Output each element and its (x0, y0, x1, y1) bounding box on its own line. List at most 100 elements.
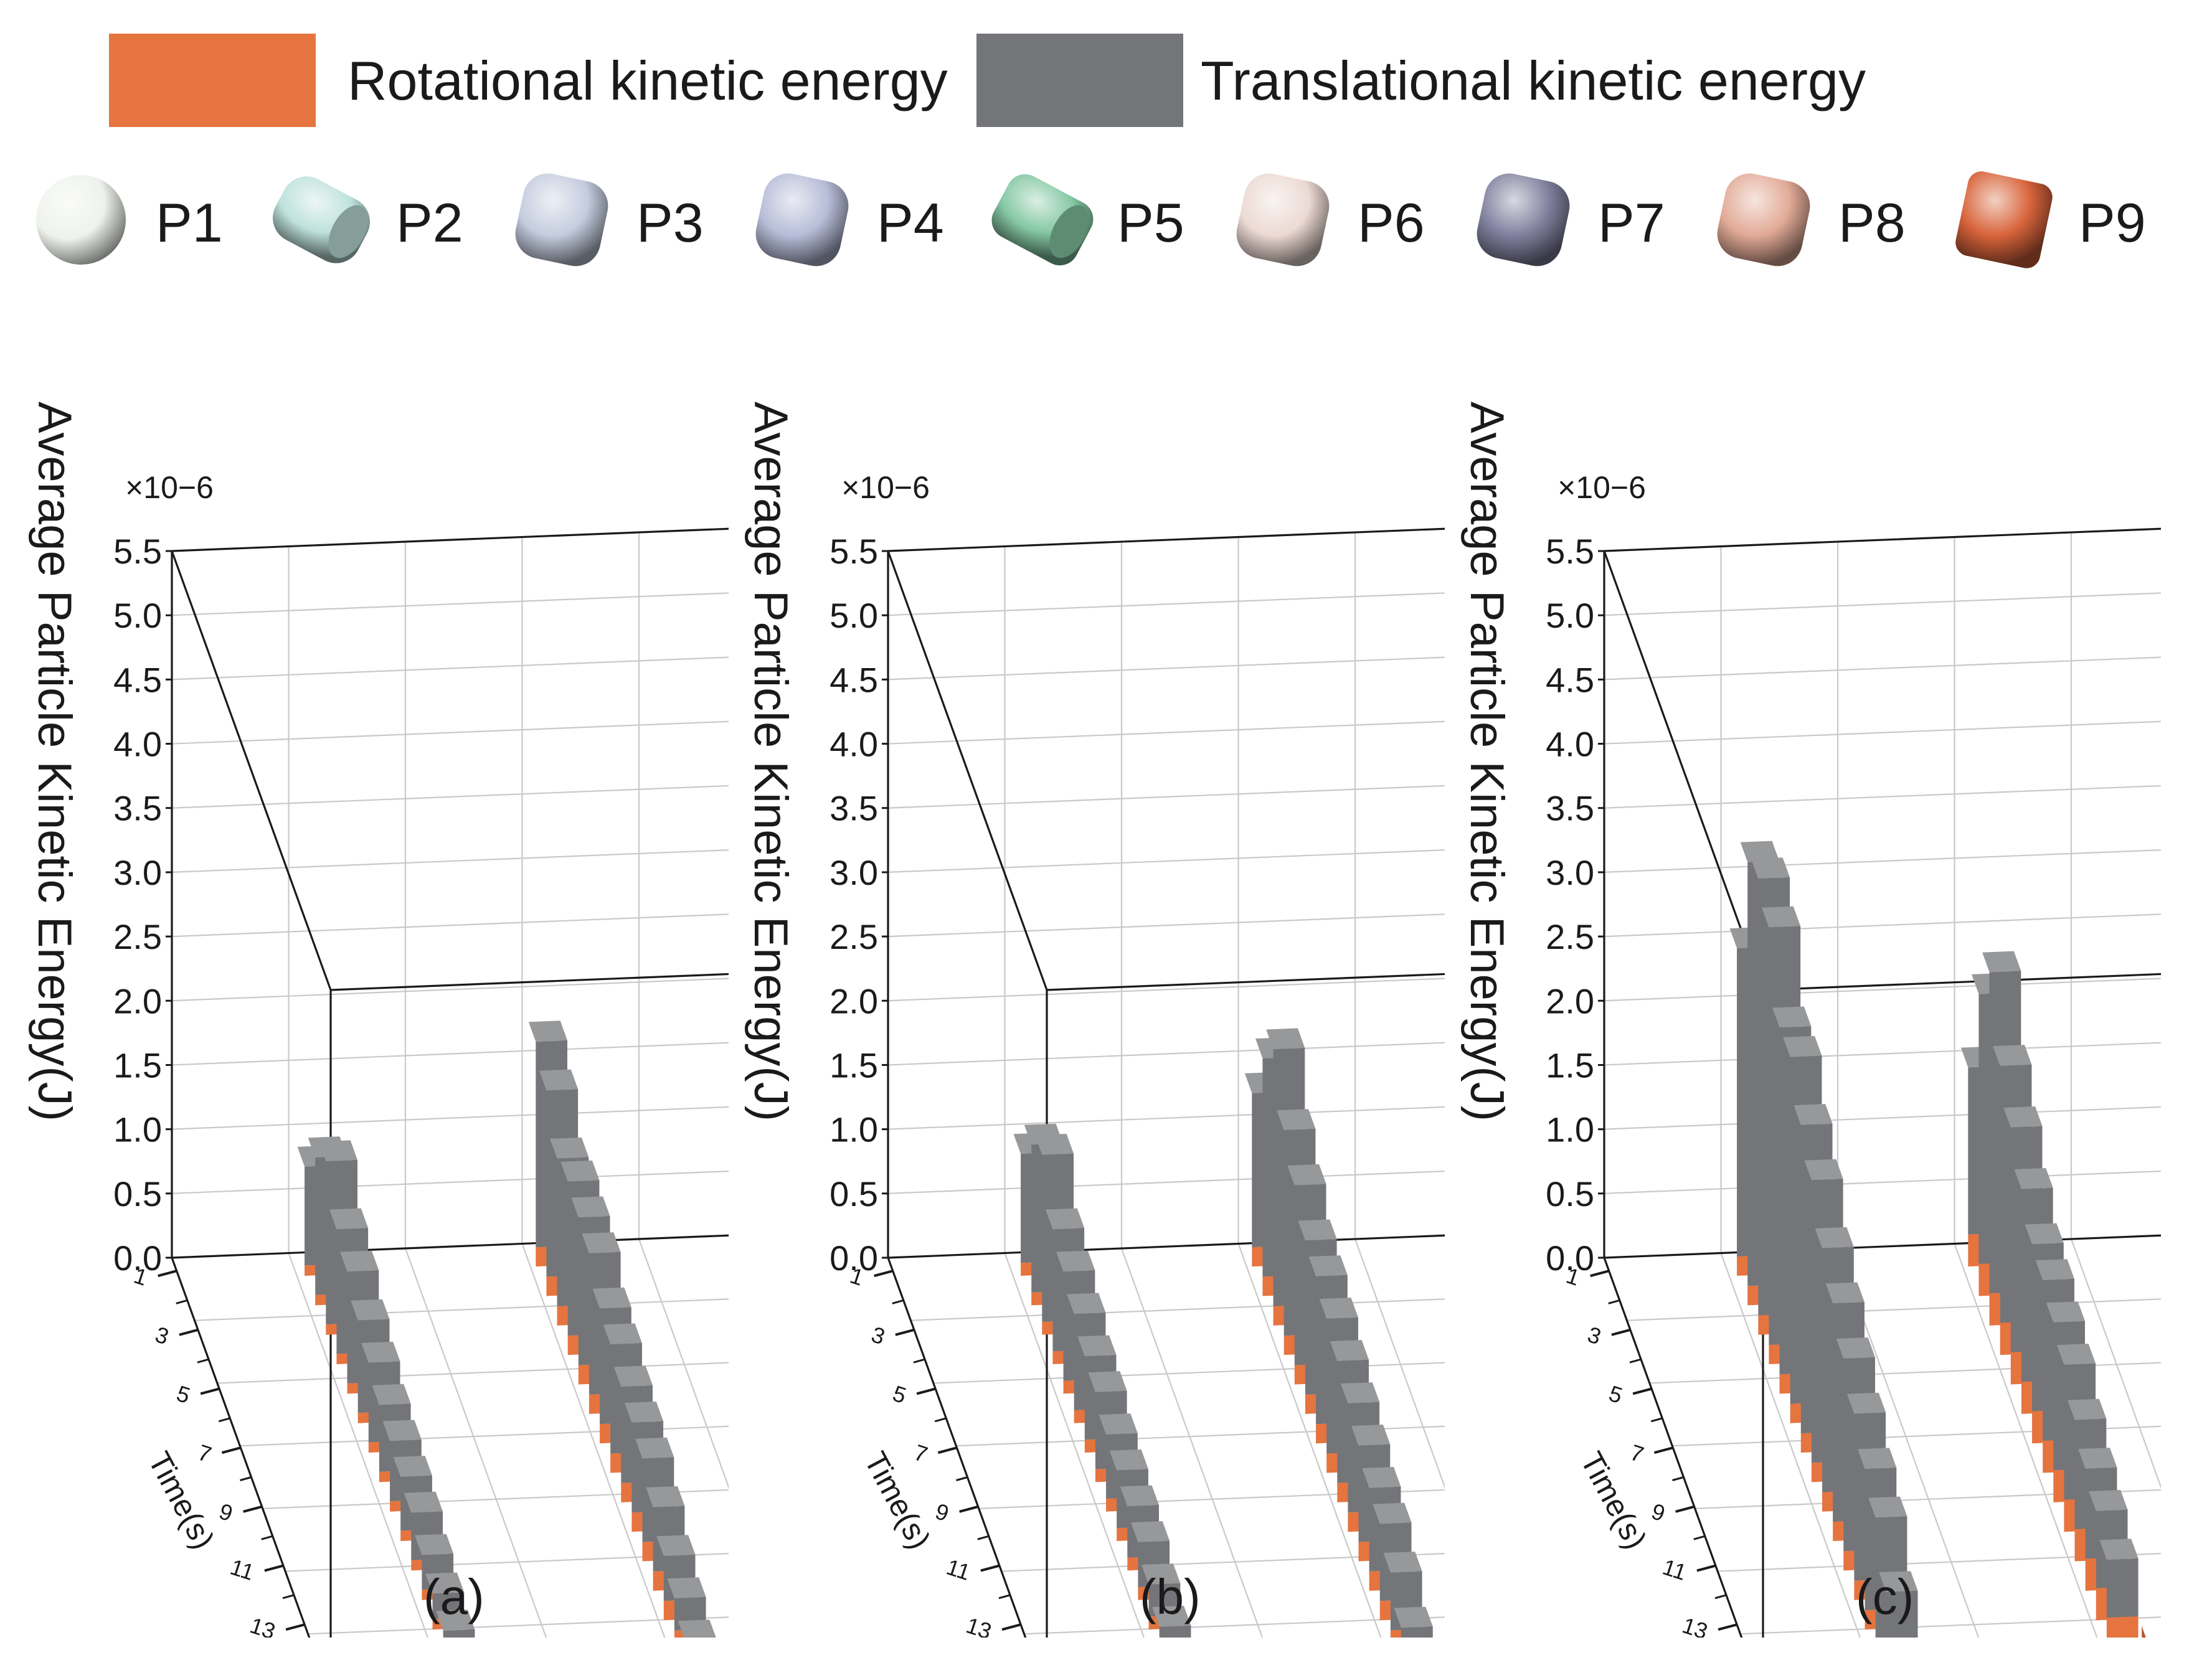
rounded-cube-icon (1717, 173, 1810, 266)
z-tick-label: 0.0 (113, 1238, 162, 1278)
translational-bar (1159, 1625, 1191, 1638)
time-axis-label: Time(s) (858, 1446, 937, 1555)
bar-top (656, 1535, 696, 1557)
z-tick-label: 2.0 (1546, 981, 1594, 1020)
rounded-cube-icon (515, 173, 608, 266)
bar-top (1298, 1219, 1337, 1241)
z-tick-label: 3.5 (113, 789, 162, 828)
bar-top (1109, 1449, 1148, 1471)
bar-top (1825, 1282, 1865, 1304)
bar-top (372, 1383, 411, 1405)
bar-top (2068, 1398, 2107, 1420)
bar-top (1846, 1392, 1886, 1414)
z-tick-label: 1.0 (1546, 1110, 1594, 1149)
y-axis-label: Average Particle Kinetic Energy(J) (1460, 402, 1513, 1121)
z-tick-label: 5.5 (113, 532, 162, 571)
particle-legend-label: P4 (877, 192, 944, 253)
exponent-label: ×10−6 (841, 470, 930, 505)
bar-top (1308, 1255, 1348, 1276)
bar-top (361, 1341, 400, 1363)
z-tick-label: 4.5 (1546, 660, 1594, 699)
bar-top (678, 1619, 716, 1638)
particle-legend-item: P3 (509, 149, 733, 293)
time-axis-label: Time(s) (1574, 1446, 1653, 1555)
bar-top (1761, 906, 1801, 928)
z-tick-label: 2.0 (830, 981, 878, 1020)
bar-top (1383, 1551, 1422, 1573)
particle-legend-label: P6 (1358, 192, 1425, 253)
bar-top (393, 1456, 432, 1477)
bar-top (1120, 1485, 1159, 1507)
z-tick-label: 1.5 (113, 1045, 162, 1085)
bar-top (2099, 1539, 2139, 1560)
z-tick-label: 0.5 (830, 1174, 878, 1214)
time-tick-label: 3 (868, 1321, 888, 1349)
particle-legend-label: P7 (1598, 192, 1665, 253)
particle-legend-label: P8 (1838, 192, 1906, 253)
bar-top (1351, 1425, 1391, 1446)
time-tick-label: 13 (247, 1612, 279, 1638)
rounded-cube-icon (1477, 173, 1570, 266)
bar-top (404, 1491, 443, 1513)
bar-top (2056, 1344, 2096, 1365)
z-tick-label: 5.5 (1546, 532, 1594, 571)
bar-series-P6 (1013, 1123, 1191, 1638)
y-axis-label: Average Particle Kinetic Energy(J) (28, 402, 81, 1121)
particle-legend-item: P7 (1470, 149, 1694, 293)
rotational-legend-label: Rotational kinetic energy (347, 50, 948, 111)
bar-top (1330, 1340, 1369, 1361)
z-tick-label: 4.0 (1546, 725, 1594, 764)
bar-top (1783, 1035, 1822, 1057)
bar-top (1266, 1028, 1305, 1050)
bar-top (1772, 1006, 1812, 1028)
bar-top (2035, 1259, 2074, 1280)
bar-top (1836, 1337, 1875, 1359)
bar-top (592, 1287, 631, 1309)
z-tick-label: 3.0 (1546, 853, 1594, 892)
cube-icon (1955, 171, 2053, 268)
particle-shape-legend: P1 P2 P3 P4 P5 P6 P7 P8 P9 (0, 149, 2212, 293)
bar-top (1077, 1335, 1117, 1357)
time-tick-label: 13 (963, 1612, 995, 1638)
z-tick-label: 3.5 (830, 789, 878, 828)
bar-top (1993, 1045, 2032, 1066)
bar3d-chart: 0.0 0.5 1.0 1.5 2.0 2.5 3.0 3.5 4.0 4.5 5.0 5.5 ×10−… (1546, 470, 2161, 1638)
particle-legend-item: P5 (990, 149, 1214, 293)
z-tick-label: 0.5 (113, 1174, 162, 1214)
bar-top (1858, 1448, 1897, 1469)
bar-top (351, 1299, 390, 1321)
bar-top (1751, 857, 1790, 879)
time-tick-label: 11 (227, 1554, 257, 1586)
particle-legend-label: P9 (2079, 192, 2146, 253)
bar-top (425, 1572, 465, 1594)
bar-top (1982, 951, 2021, 973)
bar-top (624, 1402, 664, 1423)
bar-top (635, 1437, 674, 1459)
time-tick-label: 3 (1584, 1321, 1604, 1349)
bar-top (340, 1250, 379, 1272)
bar-top (571, 1196, 610, 1218)
bar-top (539, 1069, 579, 1091)
particle-legend-item: P2 (268, 149, 493, 293)
bar-top (318, 1140, 357, 1162)
rounded-cylinder-icon (273, 176, 370, 263)
z-tick-label: 3.0 (830, 853, 878, 892)
bar-top (613, 1365, 653, 1387)
bar-top (1141, 1563, 1181, 1585)
translational-legend-swatch (976, 34, 1183, 127)
bar-top (1152, 1606, 1191, 1627)
time-tick-label: 9 (932, 1498, 952, 1526)
time-tick-label: 5 (174, 1380, 194, 1408)
bar3d-chart: 0.0 0.5 1.0 1.5 2.0 2.5 3.0 3.5 4.0 4.5 5.0 5.5 ×10−… (113, 470, 729, 1638)
bar-top (1868, 1496, 1907, 1518)
time-tick-label: 7 (911, 1440, 931, 1468)
z-tick-label: 4.5 (113, 660, 162, 699)
chart-panel-c: 0.0 0.5 1.0 1.5 2.0 2.5 3.0 3.5 4.0 4.5 5.0 5.5 ×10−… (1445, 299, 2161, 1638)
bar-top (1130, 1521, 1170, 1542)
time-tick-label: 9 (1648, 1498, 1668, 1526)
particle-legend-label: P3 (636, 192, 704, 253)
panel-caption: (c) (1856, 1569, 1914, 1624)
z-tick-label: 4.5 (830, 660, 878, 699)
bar-series-P5 (1244, 1028, 1433, 1638)
exponent-label: ×10−6 (125, 470, 214, 505)
